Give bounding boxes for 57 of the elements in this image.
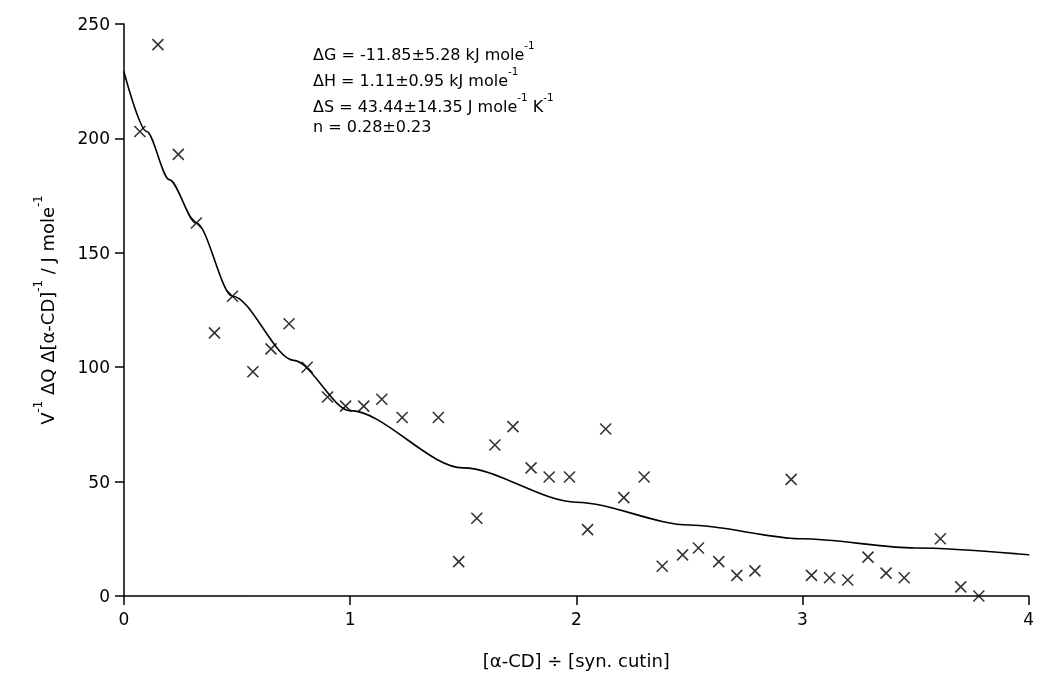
- point: [823, 571, 836, 584]
- point: [617, 491, 631, 504]
- point: [470, 511, 484, 525]
- point: [226, 289, 239, 303]
- point: [879, 566, 893, 580]
- point: [190, 216, 203, 230]
- point: [133, 125, 147, 138]
- point: [375, 392, 389, 406]
- point: [655, 559, 669, 573]
- y-tick-label: 50: [88, 471, 110, 492]
- point: [712, 555, 726, 568]
- point: [897, 571, 911, 584]
- x-tick-label: 3: [797, 608, 808, 629]
- y-axis-title: V-1 ΔQ Δ[α-CD]-1 / J mole-1: [31, 195, 58, 425]
- point: [395, 411, 409, 424]
- point: [171, 148, 185, 161]
- point: [339, 399, 352, 413]
- point: [357, 399, 371, 413]
- point: [784, 473, 798, 486]
- point: [599, 422, 612, 436]
- point: [488, 438, 502, 452]
- point: [432, 411, 445, 424]
- y-tick-label: 100: [77, 357, 110, 378]
- x-tick-label: 2: [570, 608, 582, 629]
- point: [282, 317, 296, 331]
- point: [563, 470, 576, 484]
- point: [972, 589, 986, 603]
- annotation: n = 0.28±0.23: [313, 116, 432, 136]
- y-tick-label: 150: [77, 242, 110, 263]
- x-axis-title: [α-CD] ÷ [syn. cutin]: [482, 649, 670, 671]
- point: [321, 390, 334, 404]
- point: [861, 550, 875, 564]
- point: [730, 569, 744, 582]
- y-tick-label: 250: [77, 14, 110, 34]
- point: [506, 420, 520, 433]
- point: [300, 360, 314, 374]
- point: [452, 555, 465, 568]
- point: [246, 365, 260, 379]
- point: [524, 461, 538, 475]
- y-tick-label: 200: [77, 128, 110, 149]
- point: [151, 38, 165, 51]
- point: [934, 532, 947, 546]
- x-tick-label: 1: [344, 608, 356, 629]
- point: [581, 523, 594, 536]
- point: [676, 548, 689, 562]
- point: [542, 470, 556, 484]
- point: [208, 326, 221, 340]
- point: [805, 569, 818, 582]
- point: [637, 470, 651, 484]
- point: [841, 573, 854, 587]
- x-tick-label: 0: [118, 608, 130, 629]
- point: [748, 564, 762, 578]
- y-tick-label: 0: [99, 586, 110, 606]
- point: [954, 580, 968, 594]
- point: [692, 541, 705, 555]
- x-tick-label: 4: [1023, 608, 1035, 629]
- point: [264, 342, 278, 356]
